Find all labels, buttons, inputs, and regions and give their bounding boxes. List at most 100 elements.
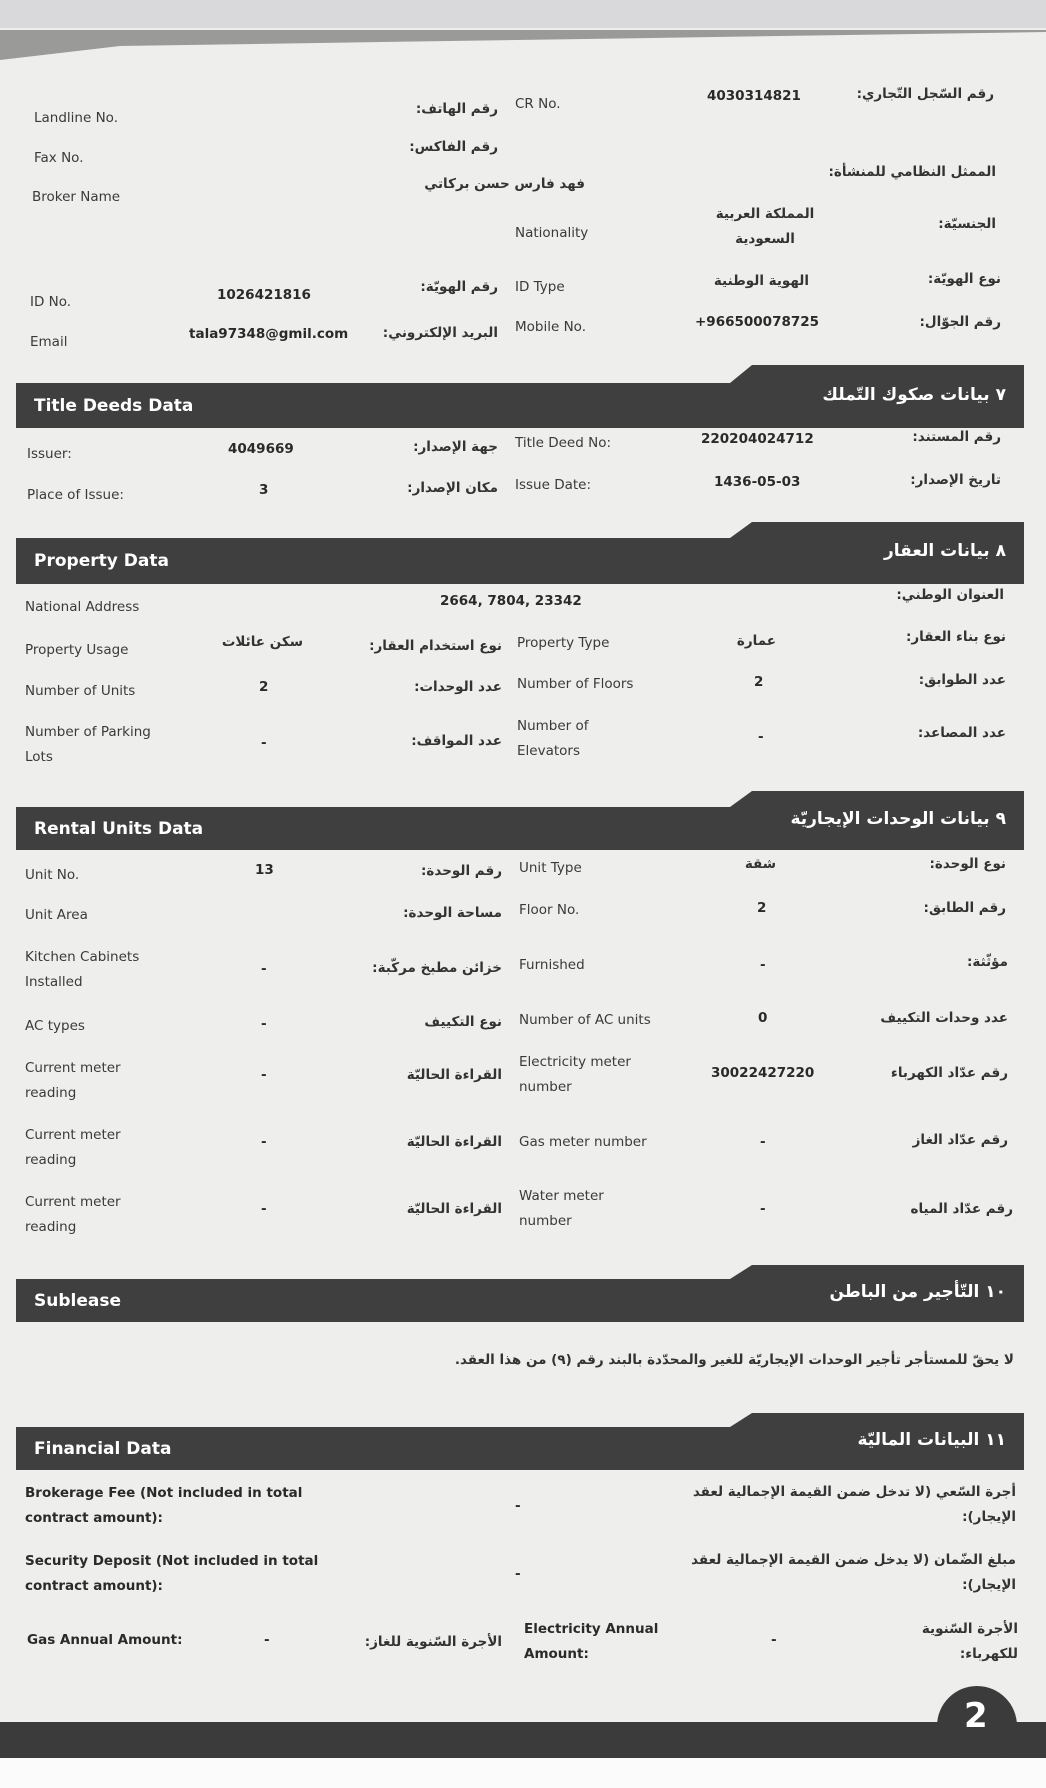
rental-units-title-en: Rental Units Data	[34, 818, 204, 839]
gas-reading-en: Current meter reading	[25, 1127, 121, 1168]
representative-ar: الممثل النظامي للمنشأة:	[828, 164, 996, 180]
title-deed-no-value: 220204024712	[701, 431, 814, 447]
sublease-text: لا يحقّ للمستأجر تأجير الوحدات الإيجاريّ…	[454, 1352, 1014, 1368]
type-en: Property Type	[517, 635, 610, 651]
units-value: 2	[259, 679, 269, 695]
issue-date-value: 1436-05-03	[714, 474, 801, 490]
floors-value: 2	[754, 674, 764, 690]
section-bar	[16, 522, 1024, 584]
floor-no-en: Floor No.	[519, 902, 580, 918]
kitchen-ar: خزائن مطبخ مركّبة:	[372, 960, 502, 976]
issuer-en: Issuer:	[27, 446, 72, 462]
id-no-en: ID No.	[30, 294, 72, 310]
water-reading-en: Current meter reading	[25, 1194, 121, 1235]
id-type-ar: نوع الهويّة:	[927, 271, 1001, 287]
email-value: tala97348@gmil.com	[189, 326, 349, 342]
gas-meter-value: -	[760, 1134, 766, 1150]
section-bar	[16, 1265, 1024, 1322]
gas-meter-en: Gas meter number	[519, 1134, 647, 1150]
floor-no-ar: رقم الطابق:	[923, 900, 1006, 916]
title-deeds-title-en: Title Deeds Data	[34, 395, 194, 416]
email-en: Email	[30, 334, 68, 350]
email-ar: البريد الإلكتروني:	[382, 325, 498, 341]
unit-no-ar: رقم الوحدة:	[421, 863, 502, 879]
landline-en: Landline No.	[34, 110, 118, 126]
fax-en: Fax No.	[34, 150, 84, 166]
furnished-value: -	[760, 957, 766, 973]
id-type-en: ID Type	[515, 279, 565, 295]
elec-reading-value: -	[261, 1067, 267, 1083]
page-number-circle	[937, 1686, 1017, 1766]
elevators-ar: عدد المصاعد:	[917, 725, 1006, 741]
kitchen-en: Kitchen Cabinets Installed	[25, 949, 140, 990]
water-meter-en: Water meter number	[519, 1188, 604, 1229]
cr-value: 4030314821	[707, 88, 801, 104]
elevators-en: Number of Elevators	[517, 718, 589, 759]
mobile-value: +966500078725	[695, 314, 820, 330]
page-number: 2	[964, 1696, 988, 1736]
title-deed-no-en: Title Deed No:	[515, 435, 611, 451]
unit-no-en: Unit No.	[25, 867, 80, 883]
ac-units-value: 0	[758, 1010, 768, 1026]
national-address-en: National Address	[25, 599, 140, 615]
scan-shadow	[0, 30, 1046, 60]
property-title-ar: ٨ بيانات العقار	[884, 541, 1006, 561]
ac-types-ar: نوع التكييف	[424, 1014, 502, 1030]
elec-annual-en: Electricity Annual Amount:	[524, 1621, 659, 1662]
issuer-value: 4049669	[228, 441, 294, 457]
brokerage-ar: أجرة السّعي (لا تدخل ضمن القيمة الإجمالي…	[692, 1484, 1016, 1525]
parking-ar: عدد المواقف:	[411, 733, 502, 749]
section-bar	[16, 1413, 1024, 1470]
units-en: Number of Units	[25, 683, 136, 699]
top-bar	[0, 0, 1046, 28]
place-of-issue-en: Place of Issue:	[27, 487, 124, 503]
nationality-ar: الجنسيّة:	[938, 216, 996, 232]
units-ar: عدد الوحدات:	[414, 679, 502, 695]
sublease-title-ar: ١٠ التّأجير من الباطن	[829, 1281, 1007, 1302]
title-deeds-title-ar: ٧ بيانات صكوك التّملك	[822, 384, 1006, 405]
parking-en: Number of Parking Lots	[25, 724, 151, 765]
water-meter-value: -	[760, 1201, 766, 1217]
elec-reading-ar: القراءة الحاليّة	[406, 1067, 502, 1083]
elec-reading-en: Current meter reading	[25, 1060, 121, 1101]
usage-value: سكن عائلات	[221, 634, 303, 650]
furnished-ar: مؤثّثة:	[967, 954, 1008, 970]
nationality-en: Nationality	[515, 225, 589, 241]
mobile-en: Mobile No.	[515, 319, 586, 335]
floors-en: Number of Floors	[517, 676, 634, 692]
furnished-en: Furnished	[519, 957, 585, 973]
mobile-ar: رقم الجوّال:	[919, 314, 1001, 330]
place-of-issue-ar: مكان الإصدار:	[407, 480, 498, 496]
water-reading-value: -	[261, 1201, 267, 1217]
unit-area-en: Unit Area	[25, 907, 88, 923]
floors-ar: عدد الطوابق:	[918, 672, 1006, 688]
floor-no-value: 2	[757, 900, 767, 916]
water-reading-ar: القراءة الحاليّة	[406, 1201, 502, 1217]
ac-units-en: Number of AC units	[519, 1012, 651, 1028]
unit-area-ar: مساحة الوحدة:	[403, 905, 502, 921]
place-of-issue-value: 3	[259, 482, 269, 498]
gas-reading-ar: القراءة الحاليّة	[406, 1134, 502, 1150]
elevators-value: -	[758, 729, 764, 745]
issue-date-en: Issue Date:	[515, 477, 592, 493]
national-address-value: 2664, 7804, 23342	[440, 593, 582, 609]
unit-type-ar: نوع الوحدة:	[929, 856, 1006, 872]
issue-date-ar: تاريخ الإصدار:	[910, 472, 1001, 488]
landline-ar: رقم الهاتف:	[415, 101, 498, 117]
unit-type-en: Unit Type	[519, 860, 582, 876]
deposit-ar: مبلغ الضّمان (لا يدخل ضمن القيمة الإجمال…	[691, 1552, 1016, 1593]
gas-annual-ar: الأجرة السّنوية للغاز:	[364, 1634, 502, 1650]
ac-types-en: AC types	[25, 1018, 85, 1034]
footer-bar	[0, 1722, 1046, 1758]
nationality-value: المملكة العربية السعودية	[715, 206, 815, 247]
elec-meter-en: Electricity meter number	[519, 1054, 631, 1095]
id-no-ar: رقم الهويّة:	[420, 279, 498, 295]
type-value: عمارة	[736, 633, 776, 649]
issuer-ar: جهة الإصدار:	[413, 439, 498, 455]
elec-meter-ar: رقم عدّاد الكهرباء	[890, 1065, 1008, 1081]
gas-meter-ar: رقم عدّاد الغاز	[912, 1132, 1008, 1148]
kitchen-value: -	[261, 961, 267, 977]
id-no-value: 1026421816	[217, 287, 311, 303]
